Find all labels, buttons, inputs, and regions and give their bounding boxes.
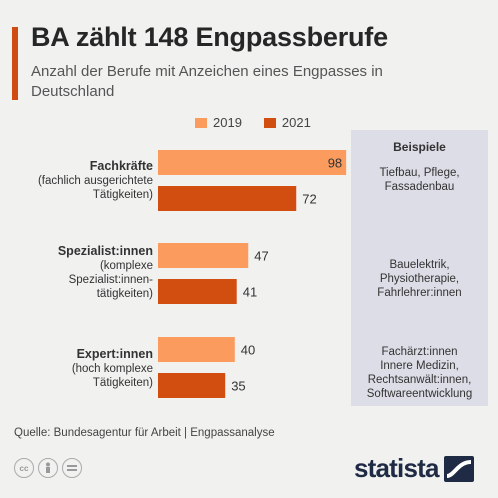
legend: 2019 2021 (195, 115, 311, 130)
legend-label-2021: 2021 (281, 115, 311, 130)
category-label-fachkraefte: Fachkräfte (fachlich ausgerichtete Tätig… (38, 158, 153, 202)
example-spezialisten: Bauelektrik, Physiotherapie, Fahrlehrer:… (377, 259, 462, 299)
nd-icon[interactable] (62, 458, 82, 478)
bar-value-2021-spezialisten: 41 (243, 285, 257, 300)
statista-logo-mark-icon (443, 455, 474, 482)
source-note: Quelle: Bundesagentur für Arbeit | Engpa… (14, 427, 275, 439)
bar-2019-experten (158, 337, 235, 362)
legend-label-2019: 2019 (213, 115, 242, 130)
example-fachkraefte: Tiefbau, Pflege, Fassadenbau (379, 167, 460, 193)
bar-2021-fachkraefte (158, 186, 297, 211)
chart-title: BA zählt 148 Engpassberufe (31, 22, 388, 52)
category-sub-fachkraefte: (fachlich ausgerichtete Tätigkeiten) (37, 175, 153, 201)
legend-item-2021: 2021 (263, 115, 311, 130)
bar-value-2021-fachkraefte: 72 (302, 192, 316, 207)
title-accent-bar (12, 27, 18, 100)
category-label-experten: Expert:innen (hoch komplexe Tätigkeiten) (72, 346, 153, 390)
category-main-experten: Expert:innen (76, 347, 153, 361)
examples-panel: Beispiele Tiefbau, Pflege, Fassadenbau B… (351, 130, 488, 406)
statista-logo-text: statista (354, 453, 439, 483)
bar-value-2019-experten: 40 (241, 343, 255, 358)
bar-2019-spezialisten (158, 243, 249, 268)
legend-swatch-2021 (263, 117, 276, 128)
bar-value-2021-experten: 35 (231, 379, 245, 394)
legend-item-2019: 2019 (195, 115, 242, 130)
bar-value-2019-spezialisten: 47 (254, 249, 268, 264)
bar-2021-experten (158, 373, 226, 398)
category-sub-experten: (hoch komplexe Tätigkeiten) (71, 363, 153, 389)
category-main-fachkraefte: Fachkräfte (89, 159, 153, 173)
license-icons: cc (14, 458, 82, 478)
bar-2021-spezialisten (158, 279, 237, 304)
category-sub-spezialisten: (komplexe Spezialist:innen- tätigkeiten) (68, 260, 153, 300)
by-icon[interactable] (38, 458, 58, 478)
bar-value-2019-fachkraefte: 98 (328, 156, 342, 171)
bar-2019-fachkraefte (158, 150, 347, 175)
examples-title: Beispiele (393, 140, 446, 154)
category-label-spezialisten: Spezialist:innen (komplexe Spezialist:in… (58, 243, 153, 301)
legend-swatch-2019 (195, 117, 207, 128)
category-main-spezialisten: Spezialist:innen (57, 244, 153, 258)
example-experten: Fachärzt:innen Innere Medizin, Rechtsanw… (366, 346, 473, 400)
cc-icon[interactable]: cc (14, 458, 34, 478)
chart-subtitle: Anzahl der Berufe mit Anzeichen eines En… (31, 63, 383, 100)
statista-logo[interactable]: statista (354, 453, 474, 484)
